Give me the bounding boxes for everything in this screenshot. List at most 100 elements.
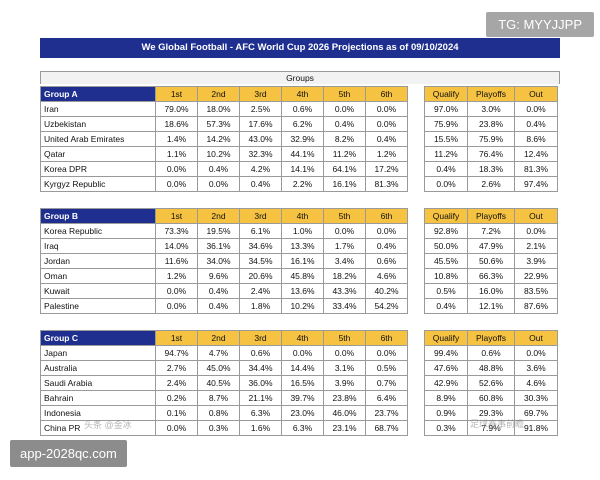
table-row: 0.3% 7.9% 91.8% xyxy=(424,420,558,436)
place-probability: 0.6% xyxy=(239,345,282,361)
place-probability: 2.4% xyxy=(155,375,198,391)
place-header: 1st xyxy=(155,330,198,346)
group-header-row: Group A 1st 2nd 3rd 4th 5th 6th xyxy=(40,86,408,102)
qualification-probability: 48.8% xyxy=(467,360,515,376)
qualification-probability: 16.0% xyxy=(467,283,515,299)
place-probability: 39.7% xyxy=(281,390,324,406)
place-header: 4th xyxy=(281,208,324,224)
qualification-header-row: Qualify Playoffs Out xyxy=(424,208,558,224)
qualification-probability: 8.9% xyxy=(424,390,468,406)
place-probability: 0.0% xyxy=(365,223,408,239)
place-probability: 3.1% xyxy=(323,360,366,376)
place-probability: 1.6% xyxy=(239,420,282,436)
team-name: Korea DPR xyxy=(40,161,156,177)
qualification-probability: 15.5% xyxy=(424,131,468,147)
place-probability: 34.6% xyxy=(239,238,282,254)
place-probability: 14.0% xyxy=(155,238,198,254)
team-name: Iran xyxy=(40,101,156,117)
place-probability: 3.4% xyxy=(323,253,366,269)
place-probability: 10.2% xyxy=(197,146,240,162)
table-row: Uzbekistan 18.6% 57.3% 17.6% 6.2% 0.4% 0.0% xyxy=(40,116,408,132)
place-probability: 36.1% xyxy=(197,238,240,254)
place-probability: 0.4% xyxy=(197,161,240,177)
place-header: 5th xyxy=(323,208,366,224)
place-probability: 0.4% xyxy=(365,238,408,254)
qualification-probability: 92.8% xyxy=(424,223,468,239)
qualification-table: Qualify Playoffs Out 97.0% 3.0% 0.0% 75.9% 23.8… xyxy=(424,86,558,192)
group-table: Group A 1st 2nd 3rd 4th 5th 6th Iran 79.0% 18.0% 2… xyxy=(40,86,408,192)
qualification-header: Playoffs xyxy=(467,330,515,346)
telegram-watermark: TG: MYYJJPP xyxy=(486,12,594,37)
place-probability: 3.9% xyxy=(323,375,366,391)
table-row: Bahrain 0.2% 8.7% 21.1% 39.7% 23.8% 6.4% xyxy=(40,390,408,406)
table-row: 8.9% 60.8% 30.3% xyxy=(424,390,558,406)
qualification-probability: 0.4% xyxy=(514,116,558,132)
qualification-probability: 0.9% xyxy=(424,405,468,421)
team-name: Bahrain xyxy=(40,390,156,406)
place-header: 5th xyxy=(323,86,366,102)
qualification-probability: 97.4% xyxy=(514,176,558,192)
qualification-probability: 0.4% xyxy=(424,298,468,314)
team-name: Australia xyxy=(40,360,156,376)
place-probability: 44.1% xyxy=(281,146,324,162)
place-probability: 8.7% xyxy=(197,390,240,406)
team-name: Kyrgyz Republic xyxy=(40,176,156,192)
table-row: Kuwait 0.0% 0.4% 2.4% 13.6% 43.3% 40.2% xyxy=(40,283,408,299)
qualification-probability: 50.6% xyxy=(467,253,515,269)
qualification-probability: 91.8% xyxy=(514,420,558,436)
qualification-probability: 12.1% xyxy=(467,298,515,314)
group-name: Group A xyxy=(40,86,156,102)
place-probability: 0.0% xyxy=(365,101,408,117)
qualification-header-row: Qualify Playoffs Out xyxy=(424,86,558,102)
qualification-probability: 8.6% xyxy=(514,131,558,147)
place-probability: 0.4% xyxy=(365,131,408,147)
qualification-probability: 60.8% xyxy=(467,390,515,406)
place-probability: 40.5% xyxy=(197,375,240,391)
table-row: 42.9% 52.6% 4.6% xyxy=(424,375,558,391)
place-probability: 9.6% xyxy=(197,268,240,284)
place-header: 3rd xyxy=(239,208,282,224)
sheet-title: We Global Football - AFC World Cup 2026 … xyxy=(40,38,560,58)
place-probability: 23.1% xyxy=(323,420,366,436)
qualification-probability: 3.6% xyxy=(514,360,558,376)
place-probability: 19.5% xyxy=(197,223,240,239)
place-probability: 4.7% xyxy=(197,345,240,361)
qualification-probability: 0.4% xyxy=(424,161,468,177)
place-probability: 43.3% xyxy=(323,283,366,299)
qualification-probability: 0.3% xyxy=(424,420,468,436)
place-probability: 0.0% xyxy=(323,223,366,239)
place-probability: 2.2% xyxy=(281,176,324,192)
place-probability: 1.7% xyxy=(323,238,366,254)
qualification-probability: 2.6% xyxy=(467,176,515,192)
groups-header: Groups xyxy=(40,71,560,84)
place-probability: 1.0% xyxy=(281,223,324,239)
table-row: 0.4% 18.3% 81.3% xyxy=(424,161,558,177)
place-header: 3rd xyxy=(239,330,282,346)
table-row: 11.2% 76.4% 12.4% xyxy=(424,146,558,162)
table-row: Iran 79.0% 18.0% 2.5% 0.6% 0.0% 0.0% xyxy=(40,101,408,117)
overlay-watermark-left: 头条 @金冰 xyxy=(84,420,132,430)
place-probability: 14.2% xyxy=(197,131,240,147)
qualification-probability: 99.4% xyxy=(424,345,468,361)
place-probability: 40.2% xyxy=(365,283,408,299)
place-probability: 0.0% xyxy=(281,345,324,361)
table-row: 75.9% 23.8% 0.4% xyxy=(424,116,558,132)
qualification-probability: 81.3% xyxy=(514,161,558,177)
place-probability: 8.2% xyxy=(323,131,366,147)
team-name: Japan xyxy=(40,345,156,361)
qualification-probability: 4.6% xyxy=(514,375,558,391)
place-probability: 0.0% xyxy=(323,101,366,117)
team-name: United Arab Emirates xyxy=(40,131,156,147)
place-probability: 45.0% xyxy=(197,360,240,376)
place-probability: 23.8% xyxy=(323,390,366,406)
place-header: 4th xyxy=(281,86,324,102)
qualification-probability: 83.5% xyxy=(514,283,558,299)
place-probability: 6.3% xyxy=(239,405,282,421)
place-probability: 34.5% xyxy=(239,253,282,269)
place-probability: 4.2% xyxy=(239,161,282,177)
qualification-header-row: Qualify Playoffs Out xyxy=(424,330,558,346)
qualification-probability: 97.0% xyxy=(424,101,468,117)
place-probability: 0.8% xyxy=(197,405,240,421)
place-probability: 1.4% xyxy=(155,131,198,147)
place-probability: 21.1% xyxy=(239,390,282,406)
